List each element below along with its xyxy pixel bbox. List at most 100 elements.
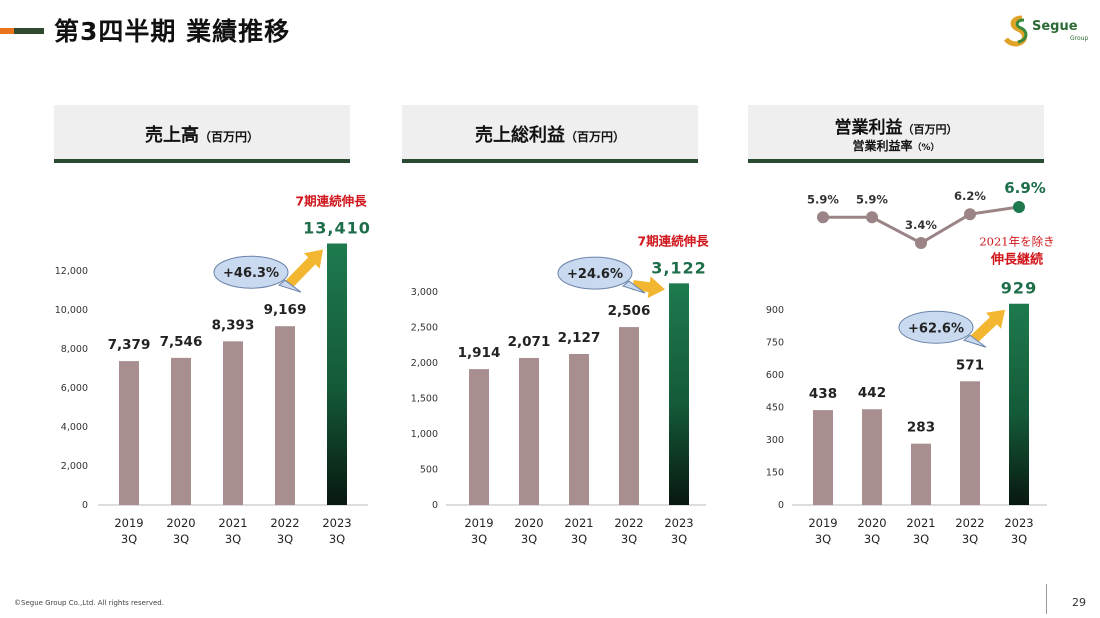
panel-unit-sales: （百万円）	[198, 130, 259, 144]
bar	[813, 410, 833, 505]
x-tick-label-year: 2021	[564, 516, 593, 530]
x-tick-label-year: 2022	[955, 516, 984, 530]
bar	[171, 357, 191, 505]
bar	[862, 409, 882, 505]
panel-title-sales: 売上高	[144, 125, 199, 146]
panel-subtitle-margin: 営業利益率	[852, 139, 913, 153]
x-tick-label-quarter: 3Q	[621, 532, 637, 546]
x-tick-label-quarter: 3Q	[864, 532, 880, 546]
footer-divider	[1046, 584, 1047, 614]
panel-subunit-margin: （%）	[912, 143, 940, 153]
margin-value-label: 3.4%	[905, 218, 937, 232]
x-tick-label-quarter: 3Q	[277, 532, 293, 546]
y-tick-label: 2,000	[411, 358, 438, 369]
title-accent-green	[14, 28, 44, 34]
bar-value-label: 8,393	[212, 317, 255, 333]
bar	[569, 353, 589, 505]
callout-label-line1: 2021年を除き	[979, 235, 1054, 249]
growth-rate-label: +62.6%	[908, 321, 964, 336]
y-tick-label: 750	[766, 338, 784, 349]
bubble-tail	[621, 280, 646, 294]
margin-value-label: 6.9%	[1004, 179, 1046, 197]
y-tick-label: 1,500	[411, 394, 438, 405]
x-tick-label-quarter: 3Q	[815, 532, 831, 546]
bar-value-label: 283	[907, 420, 935, 436]
bar-value-label: 571	[956, 357, 984, 373]
x-tick-label-quarter: 3Q	[329, 532, 345, 546]
bar-value-label: 438	[809, 386, 837, 402]
bar-value-label: 7,546	[160, 334, 203, 350]
y-tick-label: 500	[420, 465, 438, 476]
logo-subtext: Group	[1070, 35, 1089, 42]
x-tick-label-quarter: 3Q	[121, 532, 137, 546]
segue-logo-icon	[1004, 15, 1028, 47]
margin-point	[915, 237, 927, 249]
y-tick-label: 2,500	[411, 323, 438, 334]
bar-value-label: 3,122	[651, 258, 707, 277]
growth-bubble	[213, 255, 289, 289]
bar	[119, 361, 139, 505]
panel-header-gross-profit: 売上総利益（百万円）	[402, 105, 698, 163]
x-tick-label-year: 2021	[218, 516, 247, 530]
y-tick-label: 4,000	[61, 422, 88, 433]
x-tick-label-quarter: 3Q	[173, 532, 189, 546]
x-tick-label-quarter: 3Q	[913, 532, 929, 546]
margin-value-label: 6.2%	[954, 189, 986, 203]
bar-value-label: 2,506	[608, 303, 651, 319]
y-tick-label: 0	[432, 500, 438, 511]
bar	[669, 283, 689, 505]
page-number: 29	[1072, 596, 1086, 609]
callout-label: 7期連続伸長	[637, 233, 709, 248]
bar	[327, 243, 347, 505]
title-accent-orange	[0, 28, 14, 34]
bar-value-label: 13,410	[303, 219, 371, 238]
panel-header-sales: 売上高（百万円）	[54, 105, 350, 163]
y-tick-label: 3,000	[411, 287, 438, 298]
bubble-tail	[962, 334, 987, 348]
callout-label-line2: 伸長継続	[990, 252, 1043, 268]
growth-rate-label: +24.6%	[567, 267, 623, 282]
x-tick-label-quarter: 3Q	[962, 532, 978, 546]
panel-unit-operating-profit: （百万円）	[902, 123, 958, 136]
x-tick-label-quarter: 3Q	[671, 532, 687, 546]
x-tick-label-year: 2022	[270, 516, 299, 530]
page-title: 第3四半期 業績推移	[54, 17, 291, 46]
margin-value-label: 5.9%	[856, 192, 888, 206]
growth-bubble	[557, 256, 633, 290]
y-tick-label: 2,000	[61, 461, 88, 472]
bar-value-label: 1,914	[458, 345, 501, 361]
x-tick-label-quarter: 3Q	[521, 532, 537, 546]
x-tick-label-year: 2023	[322, 516, 351, 530]
x-tick-label-year: 2019	[114, 516, 143, 530]
bar	[1009, 303, 1029, 505]
x-tick-label-year: 2023	[1004, 516, 1033, 530]
y-tick-label: 450	[766, 403, 784, 414]
panel-title-operating-profit: 営業利益	[834, 118, 903, 138]
bar	[911, 443, 931, 505]
bar-value-label: 9,169	[264, 302, 307, 318]
y-tick-label: 600	[766, 370, 784, 381]
y-tick-label: 0	[82, 500, 88, 511]
growth-arrow-icon	[285, 249, 323, 288]
margin-point	[866, 211, 878, 224]
x-tick-label-year: 2020	[857, 516, 886, 530]
x-tick-label-year: 2019	[464, 516, 493, 530]
y-tick-label: 300	[766, 435, 784, 446]
bar	[469, 369, 489, 505]
bar	[619, 327, 639, 505]
x-tick-label-year: 2022	[614, 516, 643, 530]
growth-arrow-icon	[970, 309, 1005, 343]
x-tick-label-quarter: 3Q	[1011, 532, 1027, 546]
panel-header-operating-profit: 営業利益（百万円） 営業利益率（%）	[748, 105, 1044, 163]
x-tick-label-year: 2020	[514, 516, 543, 530]
x-tick-label-year: 2021	[906, 516, 935, 530]
bar-value-label: 2,071	[508, 334, 551, 350]
y-tick-label: 150	[766, 468, 784, 479]
growth-rate-label: +46.3%	[223, 266, 279, 281]
margin-point	[817, 211, 829, 224]
copyright-text: ©Segue Group Co.,Ltd. All rights reserve…	[14, 599, 164, 607]
callout-label: 7期連続伸長	[295, 194, 367, 209]
y-tick-label: 1,000	[411, 429, 438, 440]
bar	[275, 326, 295, 505]
